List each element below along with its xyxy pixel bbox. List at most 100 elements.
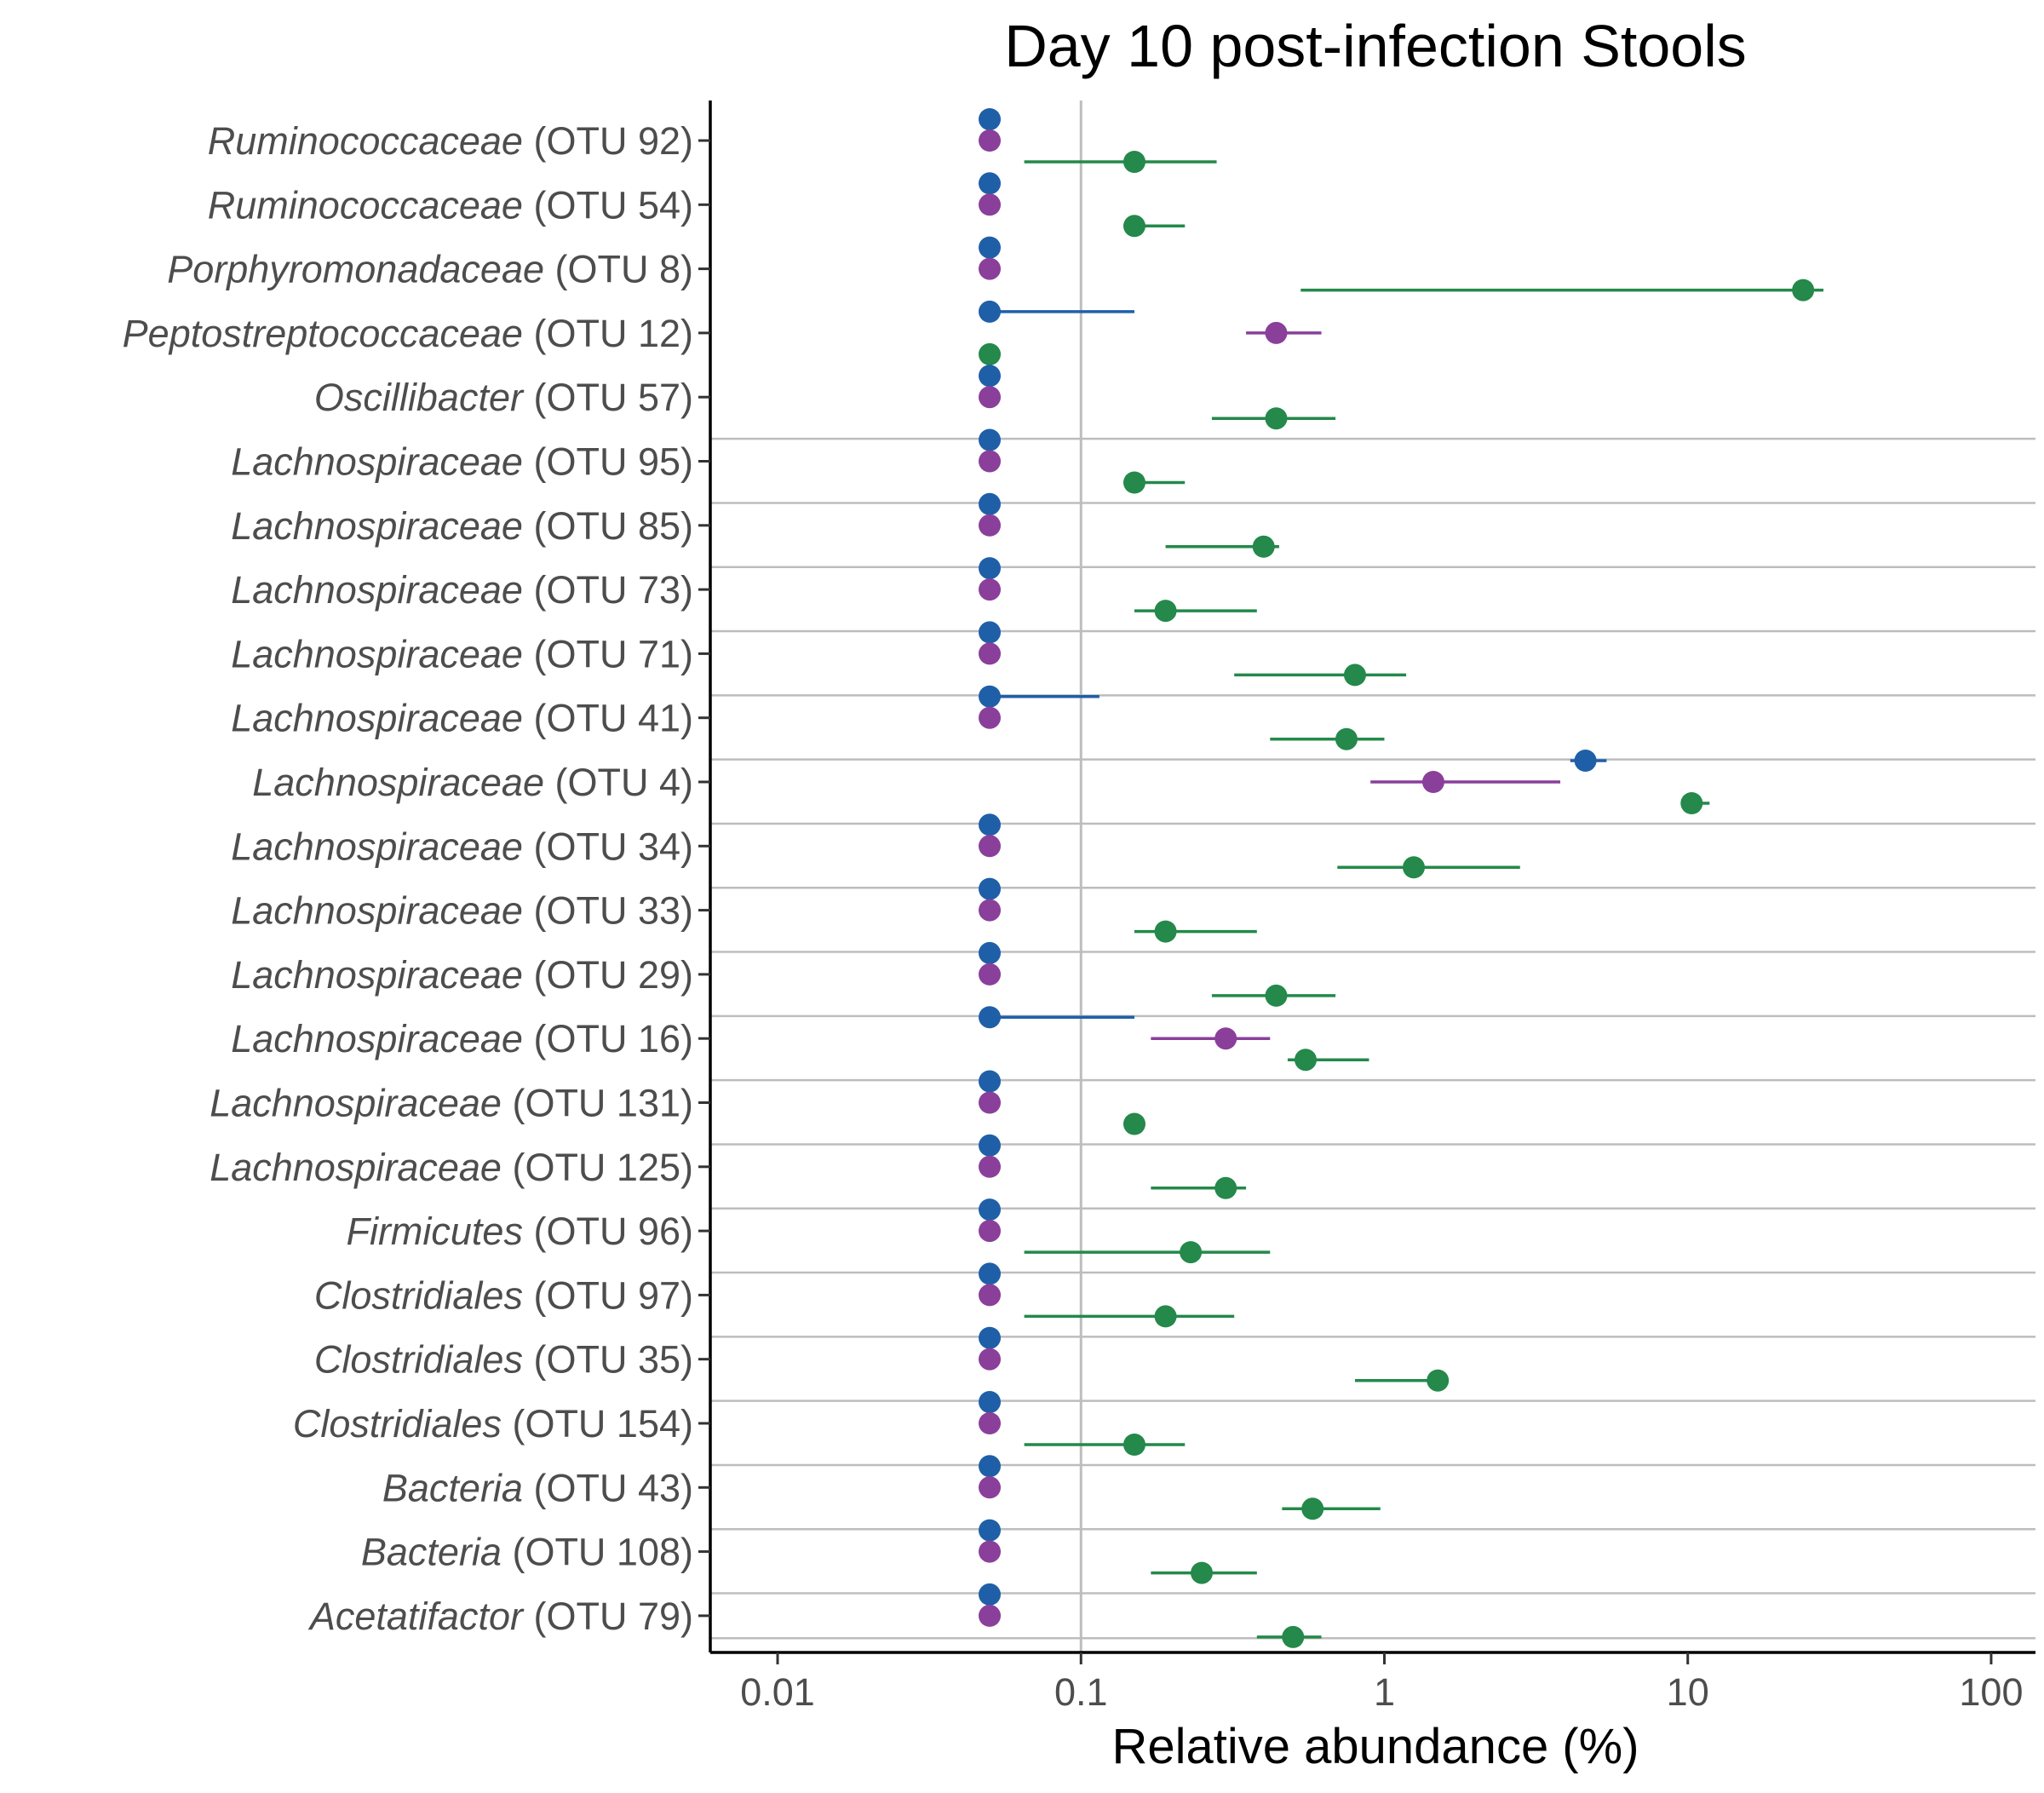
data-point: [979, 1284, 1002, 1307]
otu-id: (OTU 35): [523, 1338, 693, 1382]
row-label: Clostridiales (OTU 35): [314, 1338, 693, 1382]
data-point: [979, 1326, 1002, 1349]
data-point: [1214, 1027, 1237, 1050]
row-labels: Ruminococcaceae (OTU 92) Ruminococcaceae …: [123, 119, 693, 1638]
row-label: Lachnospiraceae (OTU 4): [252, 761, 693, 804]
taxon-name: Lachnospiraceae: [252, 761, 544, 804]
row-label: Lachnospiraceae (OTU 95): [231, 440, 693, 484]
data-point: [979, 1134, 1002, 1157]
data-point: [1265, 321, 1288, 344]
x-tick-label: 10: [1667, 1670, 1709, 1714]
otu-id: (OTU 4): [544, 761, 693, 804]
data-point: [979, 236, 1002, 259]
row-label: Bacteria (OTU 43): [382, 1466, 693, 1509]
otu-id: (OTU 131): [502, 1082, 693, 1125]
otu-id: (OTU 34): [523, 825, 693, 868]
taxon-name: Lachnospiraceae: [231, 697, 523, 740]
row-label: Ruminococcaceae (OTU 92): [208, 119, 693, 163]
x-tick-label: 100: [1959, 1670, 2023, 1714]
data-point: [979, 428, 1002, 451]
data-point: [979, 1519, 1002, 1542]
data-point: [1191, 1561, 1214, 1584]
otu-id: (OTU 79): [523, 1595, 693, 1638]
data-point: [979, 557, 1002, 580]
taxon-name: Lachnospiraceae: [231, 504, 523, 548]
taxon-name: Firmicutes: [346, 1210, 523, 1253]
taxon-name: Lachnospiraceae: [231, 568, 523, 612]
otu-id: (OTU 97): [523, 1273, 693, 1317]
row-label: Bacteria (OTU 108): [361, 1531, 693, 1574]
otu-id: (OTU 96): [523, 1210, 693, 1253]
data-point: [1154, 920, 1177, 943]
row-label: Lachnospiraceae (OTU 34): [231, 825, 693, 868]
data-point: [1154, 1305, 1177, 1328]
data-point: [979, 365, 1002, 388]
data-point: [1154, 600, 1177, 623]
row-label: Lachnospiraceae (OTU 131): [210, 1082, 693, 1125]
row-label: Peptostreptococcaceae (OTU 12): [123, 312, 693, 355]
data-point: [979, 1476, 1002, 1499]
taxon-name: Bacteria: [361, 1531, 502, 1574]
otu-id: (OTU 95): [523, 440, 693, 484]
row-label: Lachnospiraceae (OTU 29): [231, 953, 693, 997]
otu-id: (OTU 73): [523, 568, 693, 612]
otu-id: (OTU 8): [544, 248, 693, 291]
taxon-name: Lachnospiraceae: [231, 1017, 523, 1060]
row-label: Clostridiales (OTU 97): [314, 1273, 693, 1317]
data-point: [979, 1198, 1002, 1221]
taxon-name: Lachnospiraceae: [210, 1082, 502, 1125]
otu-id: (OTU 71): [523, 632, 693, 675]
grid-lines: [710, 101, 2035, 1652]
taxon-name: Ruminococcaceae: [208, 183, 523, 227]
data-point: [1122, 1112, 1145, 1135]
row-label: Ruminococcaceae (OTU 54): [208, 183, 693, 227]
data-point: [979, 1604, 1002, 1627]
row-label: Lachnospiraceae (OTU 85): [231, 504, 693, 548]
taxon-name: Ruminococcaceae: [208, 119, 523, 163]
otu-id: (OTU 12): [523, 312, 693, 355]
data-point: [1122, 471, 1145, 494]
data-point: [979, 941, 1002, 964]
x-tick-label: 0.1: [1054, 1670, 1108, 1714]
row-label: Lachnospiraceae (OTU 73): [231, 568, 693, 612]
data-point: [979, 1070, 1002, 1093]
data-point: [979, 193, 1002, 216]
data-point: [1214, 1176, 1237, 1199]
data-point: [979, 578, 1002, 601]
data-point: [1252, 535, 1275, 558]
x-axis-label: Relative abundance (%): [1111, 1719, 1639, 1774]
data-point: [979, 1220, 1002, 1243]
data-point: [979, 1540, 1002, 1563]
data-point: [979, 342, 1002, 365]
data-point: [979, 813, 1002, 836]
taxon-name: Peptostreptococcaceae: [123, 312, 523, 355]
data-point: [979, 963, 1002, 986]
data-point: [1792, 279, 1815, 302]
axes: 0.01 0.1 1 10 100: [698, 101, 2035, 1714]
data-point: [1122, 1434, 1145, 1456]
row-label: Clostridiales (OTU 154): [293, 1402, 693, 1445]
taxon-name: Acetatifactor: [307, 1595, 525, 1638]
data-point: [979, 450, 1002, 473]
data-point: [1180, 1241, 1203, 1264]
data-point: [1122, 215, 1145, 238]
taxon-name: Lachnospiraceae: [231, 632, 523, 675]
row-label: Lachnospiraceae (OTU 16): [231, 1017, 693, 1060]
data-point: [979, 685, 1002, 708]
data-point: [979, 621, 1002, 644]
data-point: [1265, 984, 1288, 1007]
data-point: [1680, 792, 1703, 814]
data-point: [979, 835, 1002, 858]
otu-id: (OTU 43): [523, 1466, 693, 1509]
data-point: [979, 1455, 1002, 1478]
data-point: [1343, 664, 1366, 687]
otu-id: (OTU 16): [523, 1017, 693, 1060]
taxon-name: Lachnospiraceae: [231, 440, 523, 484]
otu-id: (OTU 57): [523, 376, 693, 419]
row-label: Firmicutes (OTU 96): [346, 1210, 693, 1253]
data-point: [1294, 1049, 1317, 1072]
data-point: [979, 108, 1002, 130]
taxon-name: Oscillibacter: [314, 376, 525, 419]
otu-id: (OTU 33): [523, 889, 693, 933]
